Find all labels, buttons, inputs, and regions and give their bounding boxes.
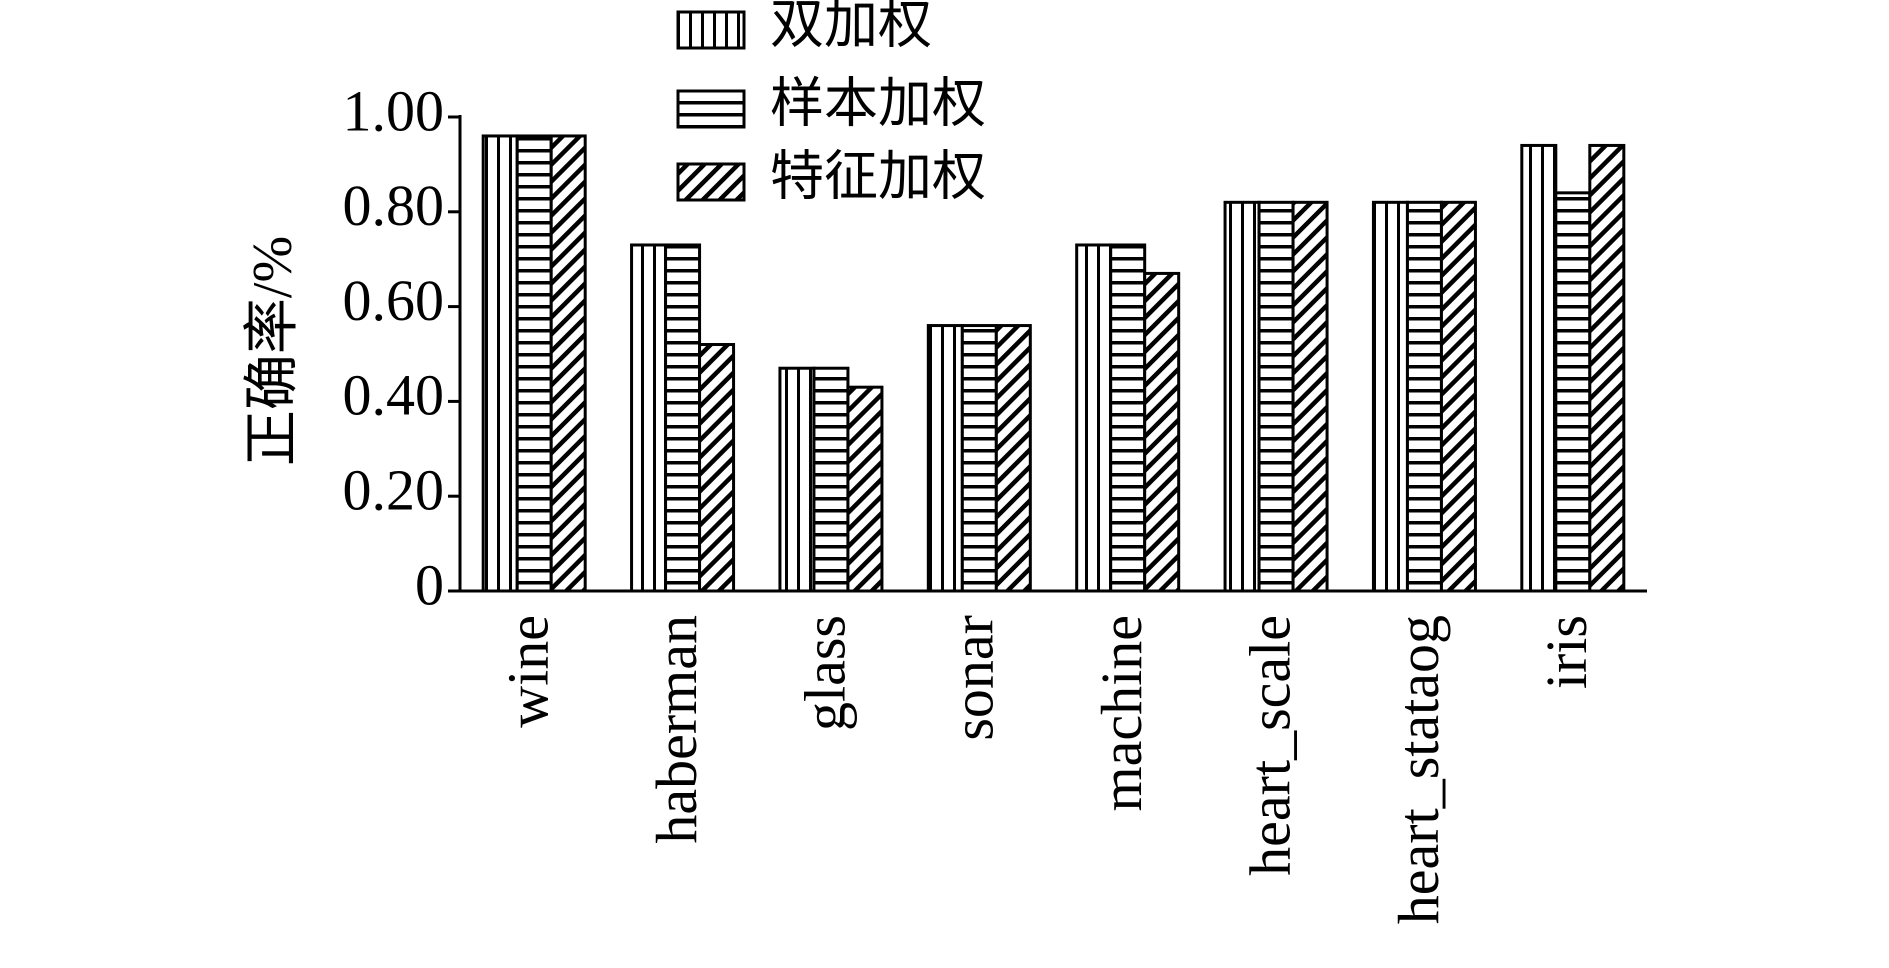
y-tick-label: 1.00 <box>343 78 445 143</box>
bar <box>1371 200 1409 593</box>
x-tick-label: glass <box>792 615 857 731</box>
y-tick-label: 0.80 <box>343 173 445 238</box>
x-tick-label: wine <box>496 615 561 728</box>
legend-swatch <box>676 89 746 129</box>
x-tick-label: sonar <box>941 615 1006 741</box>
bar <box>1257 200 1295 593</box>
bar <box>698 343 736 593</box>
y-tick-label: 0.60 <box>343 268 445 333</box>
bar <box>664 243 702 593</box>
x-tick-label: haberman <box>644 615 709 844</box>
bar <box>1439 200 1477 593</box>
legend-swatch <box>676 10 746 50</box>
bar <box>1109 243 1147 593</box>
y-axis-label: 正确率/% <box>242 236 304 466</box>
y-tick-label: 0.40 <box>343 363 445 428</box>
x-tick-label: iris <box>1534 615 1599 689</box>
bar <box>1143 271 1181 593</box>
legend-label: 特征加权 <box>770 146 986 206</box>
bar <box>960 324 998 593</box>
bar <box>846 385 884 593</box>
bar <box>1223 200 1261 593</box>
bar <box>926 324 964 593</box>
bar <box>1291 200 1329 593</box>
x-tick-label: heart_scale <box>1237 615 1302 876</box>
bar <box>1075 243 1113 593</box>
bar <box>1405 200 1443 593</box>
bar <box>994 324 1032 593</box>
bar <box>1554 191 1592 593</box>
bar <box>1520 143 1558 593</box>
bar <box>515 134 553 593</box>
legend-swatch <box>676 162 746 202</box>
legend-label: 双加权 <box>770 0 932 54</box>
bar <box>630 243 668 593</box>
y-tick-label: 0 <box>415 552 444 617</box>
bar <box>778 366 816 593</box>
x-tick-label: machine <box>1089 615 1154 811</box>
bar <box>812 366 850 593</box>
legend-label: 样本加权 <box>770 73 986 133</box>
bar <box>1588 143 1626 593</box>
y-tick-label: 0.20 <box>343 458 445 523</box>
bar <box>481 134 519 593</box>
bar <box>549 134 587 593</box>
x-tick-label: heart_stataog <box>1386 615 1451 924</box>
